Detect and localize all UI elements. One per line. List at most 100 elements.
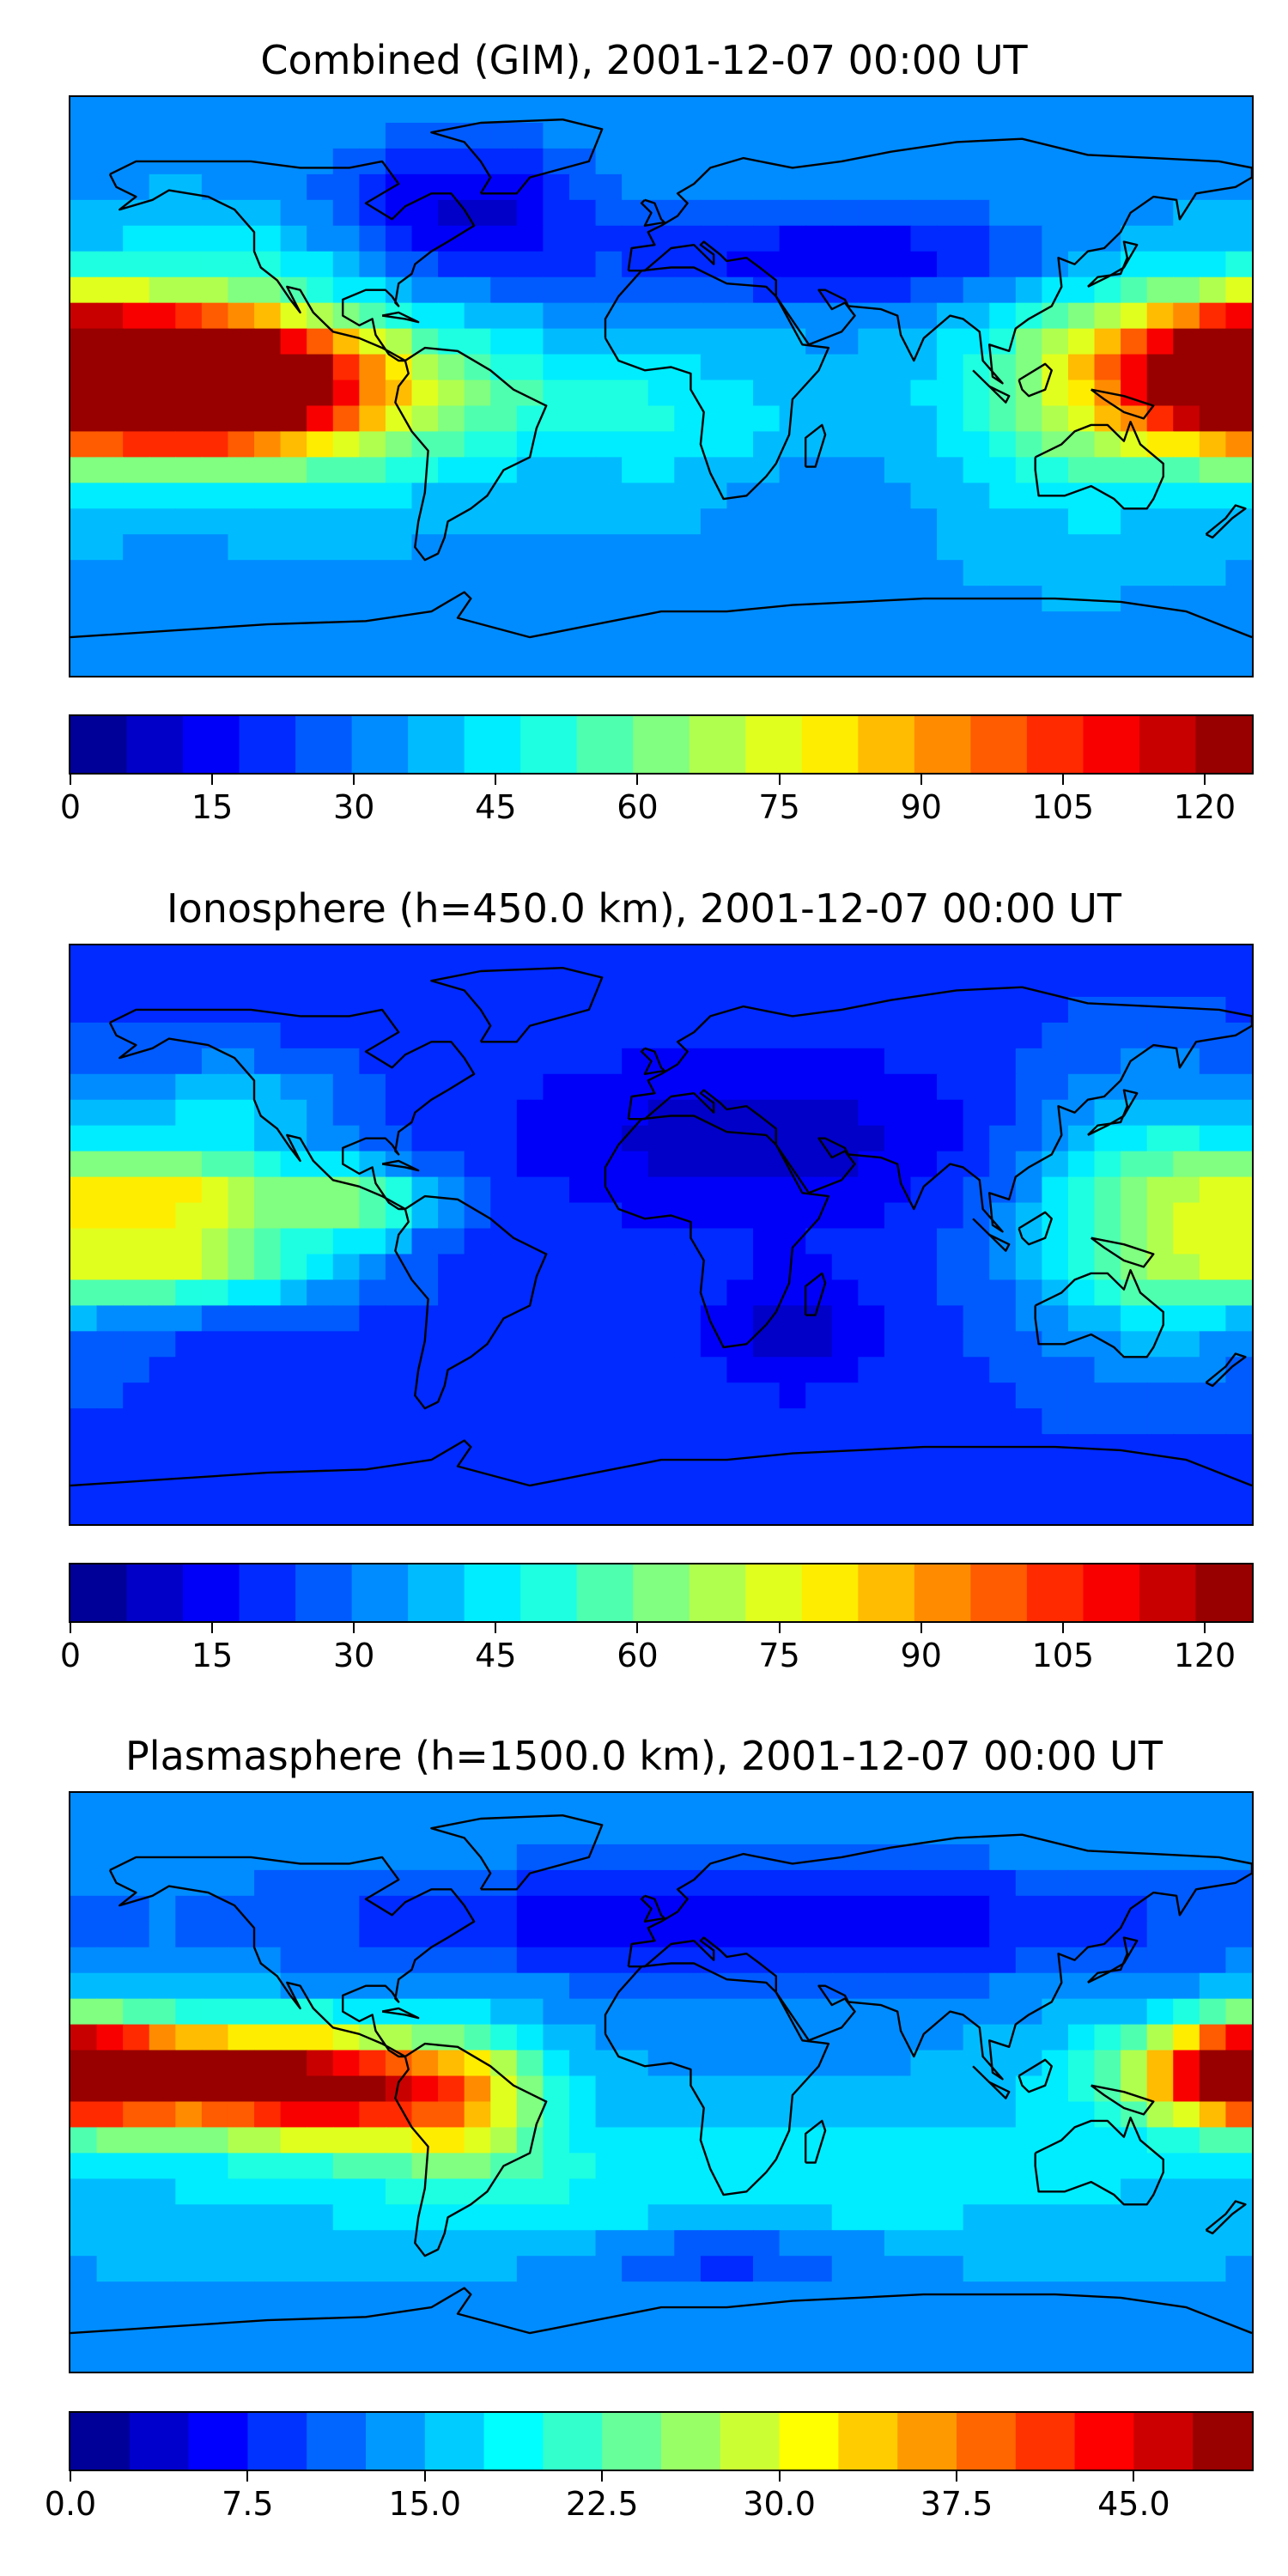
colorbar-tick xyxy=(353,1623,355,1633)
colorbar-tick xyxy=(495,775,497,785)
colorbar-swatch xyxy=(633,716,690,773)
coastline xyxy=(381,2007,420,2020)
coastline xyxy=(805,423,827,468)
colorbar-ticks: 0 15 30 45 60 75 90 105 120 xyxy=(60,775,1254,826)
colorbar-swatch xyxy=(1195,716,1252,773)
colorbar-tick xyxy=(920,1623,922,1633)
colorbar-swatch xyxy=(720,2413,781,2470)
colorbar-swatch xyxy=(520,1564,578,1621)
colorbar-swatch xyxy=(239,1564,296,1621)
colorbar-swatch xyxy=(483,2413,544,2470)
coastline xyxy=(1205,2200,1247,2235)
colorbar-swatch xyxy=(464,716,521,773)
colorbar-swatch xyxy=(239,716,296,773)
colorbar-tick-label: 30 xyxy=(333,1637,375,1674)
coastline xyxy=(394,2042,548,2257)
coastline xyxy=(70,2287,1252,2335)
colorbar-swatch xyxy=(633,1564,690,1621)
colorbar-tick-label: 15.0 xyxy=(388,2485,462,2523)
colorbar-swatch xyxy=(307,2413,367,2470)
colorbar-swatch xyxy=(689,716,747,773)
coastline xyxy=(604,1115,830,1349)
colorbar-swatch xyxy=(1133,2413,1194,2470)
colorbar-swatch xyxy=(970,716,1028,773)
coastline xyxy=(430,1814,604,1891)
colorbar-tick xyxy=(920,775,922,785)
colorbar-tick-label: 45 xyxy=(475,788,517,826)
coastline xyxy=(1087,1936,1139,1984)
colorbar-swatch xyxy=(366,2413,426,2470)
colorbar-tick xyxy=(778,2471,781,2482)
colorbar-swatch xyxy=(70,716,128,773)
coastline xyxy=(108,160,476,362)
coastline xyxy=(394,1194,548,1410)
colorbar-swatch xyxy=(957,2413,1017,2470)
coastline xyxy=(381,311,420,324)
panel-title: Ionosphere (h=450.0 km), 2001-12-07 00:0… xyxy=(167,885,1121,932)
colorbar-tick-label: 90 xyxy=(900,1637,942,1674)
panel-title: Combined (GIM), 2001-12-07 00:00 UT xyxy=(260,37,1028,83)
colorbar-swatch xyxy=(1195,1564,1252,1621)
colorbar-swatch xyxy=(779,2413,840,2470)
colorbar-tick-label: 60 xyxy=(617,788,659,826)
coastline xyxy=(1034,2117,1165,2206)
colorbar-swatch xyxy=(183,716,240,773)
colorbar-tick xyxy=(495,1623,497,1633)
colorbar-swatch xyxy=(858,716,915,773)
colorbar-swatch xyxy=(188,2413,249,2470)
colorbar-swatch xyxy=(1139,1564,1197,1621)
colorbar-swatch xyxy=(183,1564,240,1621)
coastline xyxy=(430,967,604,1043)
colorbar xyxy=(69,2411,1254,2471)
coastline xyxy=(972,2065,1011,2099)
colorbar-swatch xyxy=(914,716,972,773)
colorbar-tick-label: 60 xyxy=(617,1637,659,1674)
coastline xyxy=(604,266,830,501)
colorbar xyxy=(69,1563,1254,1623)
colorbar-tick-label: 120 xyxy=(1173,788,1236,826)
colorbar-swatch xyxy=(295,1564,353,1621)
colorbar-tick-label: 45 xyxy=(475,1637,517,1674)
tec-map xyxy=(69,95,1254,677)
colorbar-tick xyxy=(353,775,355,785)
coastline xyxy=(972,1218,1011,1252)
colorbar-tick xyxy=(211,1623,214,1633)
colorbar-swatch xyxy=(801,1564,860,1621)
coastline xyxy=(805,2119,827,2164)
coastline xyxy=(1018,2058,1054,2093)
colorbar-swatch xyxy=(661,2413,721,2470)
colorbar-swatch xyxy=(126,716,184,773)
colorbar-tick xyxy=(246,2471,249,2482)
colorbar-tick-label: 105 xyxy=(1031,1637,1095,1674)
colorbar-swatch xyxy=(602,2413,662,2470)
colorbar-tick xyxy=(423,2471,426,2482)
coastline xyxy=(640,1047,665,1076)
panel-title: Plasmasphere (h=1500.0 km), 2001-12-07 0… xyxy=(125,1733,1163,1779)
colorbar-swatch xyxy=(126,1564,184,1621)
colorbar-tick xyxy=(1133,2471,1135,2482)
coastline xyxy=(1205,1352,1247,1388)
colorbar-tick xyxy=(70,2471,71,2482)
coastline xyxy=(640,198,665,228)
colorbar xyxy=(69,714,1254,775)
colorbar-tick xyxy=(601,2471,604,2482)
colorbar-swatch xyxy=(1083,716,1140,773)
coastline xyxy=(1090,2084,1155,2116)
coastline xyxy=(627,137,1252,385)
colorbar-tick xyxy=(70,1623,71,1633)
coastline xyxy=(805,1272,827,1316)
colorbar-tick-label: 7.5 xyxy=(222,2485,274,2523)
colorbar-tick xyxy=(1061,1623,1064,1633)
colorbar-tick-label: 30.0 xyxy=(743,2485,816,2523)
colorbar-swatch xyxy=(408,1564,465,1621)
colorbar-swatch xyxy=(1026,716,1084,773)
colorbar-tick xyxy=(956,2471,957,2482)
colorbar-tick-label: 90 xyxy=(900,788,942,826)
colorbar-tick xyxy=(1203,775,1206,785)
colorbar-swatch xyxy=(70,1564,128,1621)
colorbar-swatch xyxy=(351,716,409,773)
coastline xyxy=(394,346,548,562)
colorbar-swatch xyxy=(838,2413,898,2470)
colorbar-swatch xyxy=(576,716,635,773)
tec-map xyxy=(69,944,1254,1526)
